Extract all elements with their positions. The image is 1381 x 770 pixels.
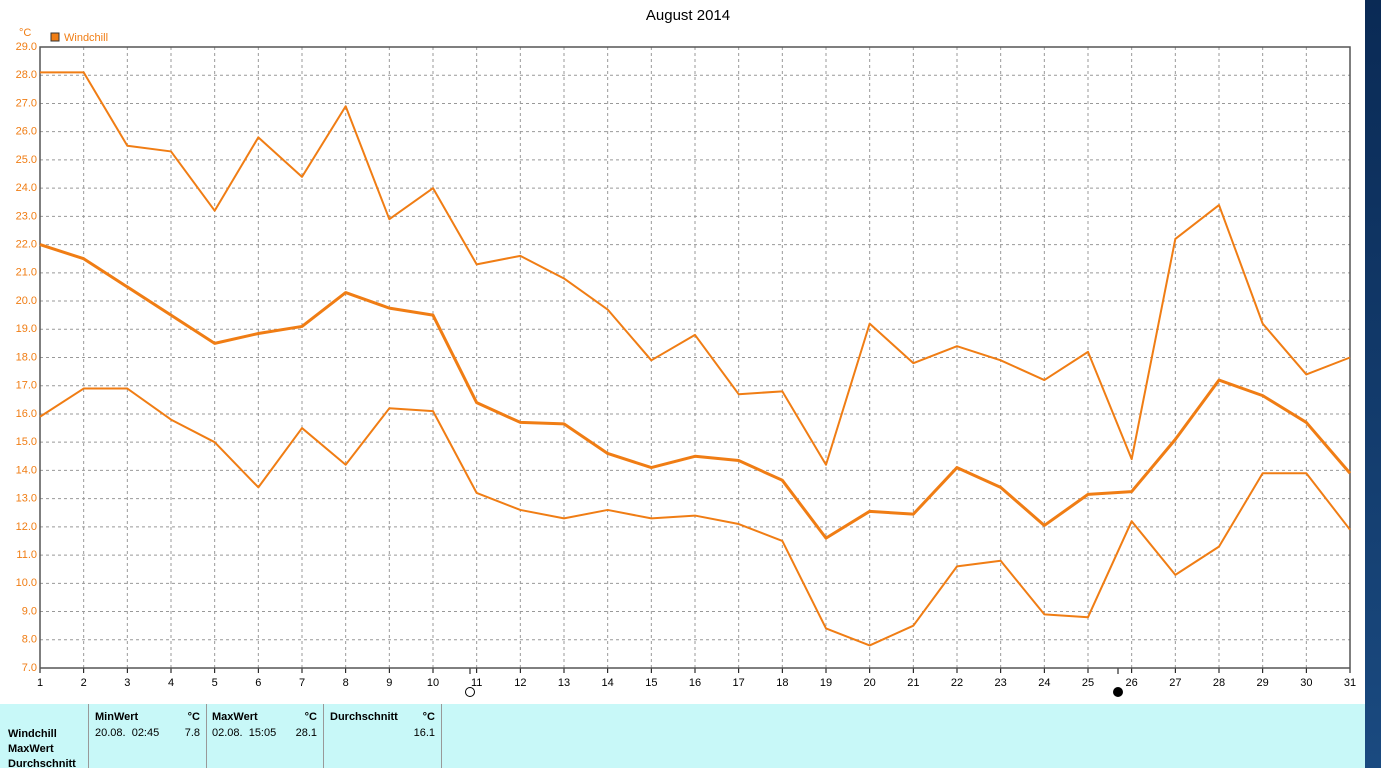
summary-column: MaxWert °C 02.08. 15:05 28.1 [206,704,324,768]
moon-icon [465,687,475,697]
x-tick-label: 27 [1169,677,1181,689]
x-tick-label: 31 [1344,677,1356,689]
x-tick-label: 29 [1257,677,1269,689]
x-tick-label: 7 [299,677,305,689]
time: 02.08. 15:05 [212,727,277,739]
row-label: Durchschnitt [8,758,76,770]
y-tick-label: 13.0 [16,493,37,505]
column-title: Durchschnitt [330,711,398,723]
summary-column: Durchschnitt °C 16.1 [324,704,442,768]
x-tick-label: 18 [776,677,788,689]
data-line [39,243,1352,540]
column-unit: °C [304,711,317,723]
legend-swatch [50,32,60,42]
y-tick-label: 28.0 [16,69,37,81]
y-tick-label: 14.0 [16,464,37,476]
y-tick-label: 23.0 [16,210,37,222]
row-label: MaxWert [8,743,54,755]
column-title: MaxWert [212,711,258,723]
x-tick-label: 14 [602,677,614,689]
y-tick-label: 15.0 [16,436,37,448]
y-tick-label: 12.0 [16,521,37,533]
y-tick-label: 17.0 [16,380,37,392]
x-tick-label: 24 [1038,677,1050,689]
x-tick-label: 13 [558,677,570,689]
chart: August 2014 °C Windchill 7.08.09.010.011… [16,7,1356,697]
x-tick-label: 2 [81,677,87,689]
y-tick-label: 22.0 [16,238,37,250]
column-unit: °C [187,711,200,723]
x-tick-label: 10 [427,677,439,689]
x-tick-label: 15 [645,677,657,689]
y-tick-label: 26.0 [16,126,37,138]
y-tick-label: 8.0 [22,634,37,646]
x-tick-label: 21 [907,677,919,689]
value: 28.1 [295,727,317,739]
x-tick-label: 22 [951,677,963,689]
y-tick-label: 7.0 [22,662,37,674]
x-tick-label: 5 [212,677,218,689]
y-tick-label: 10.0 [16,577,37,589]
y-tick-label: 24.0 [16,182,37,194]
x-tick-label: 17 [733,677,745,689]
x-tick-label: 4 [168,677,174,689]
y-tick-label: 25.0 [16,154,37,166]
row-label: Windchill [8,728,57,740]
x-tick-label: 16 [689,677,701,689]
chart-title: August 2014 [646,7,730,24]
x-tick-label: 28 [1213,677,1225,689]
column-unit: °C [422,711,435,723]
x-tick-label: 8 [343,677,349,689]
x-tick-label: 20 [864,677,876,689]
x-tick-label: 9 [386,677,392,689]
column-title: MinWert [95,711,139,723]
moon-icon [1113,687,1123,697]
y-tick-label: 29.0 [16,41,37,53]
desktop-edge [1365,0,1381,768]
summary-column: MinWert °C 20.08. 02:45 7.8 [88,704,207,768]
value: 16.1 [413,727,435,739]
data-line [39,387,1351,647]
y-tick-label: 9.0 [22,605,37,617]
y-unit: °C [19,27,31,39]
y-tick-label: 27.0 [16,97,37,109]
data-line [40,71,1351,466]
x-tick-label: 6 [255,677,261,689]
value: 7.8 [184,727,200,739]
x-tick-label: 3 [124,677,130,689]
x-tick-label: 26 [1126,677,1138,689]
x-tick-label: 1 [37,677,43,689]
summary-panel: Windchill MaxWert Durchschnitt MinWert °… [0,704,1365,770]
x-tick-label: 12 [514,677,526,689]
legend-label: Windchill [64,32,108,44]
x-tick-label: 25 [1082,677,1094,689]
y-tick-label: 21.0 [16,267,37,279]
x-tick-label: 11 [471,677,482,689]
y-tick-label: 18.0 [16,351,37,363]
x-tick-label: 23 [995,677,1007,689]
x-tick-label: 30 [1300,677,1312,689]
time: 20.08. 02:45 [95,727,160,739]
y-tick-label: 19.0 [16,323,37,335]
x-tick-label: 19 [820,677,832,689]
y-tick-label: 20.0 [16,295,37,307]
y-tick-label: 11.0 [16,549,37,561]
y-tick-label: 16.0 [16,408,37,420]
